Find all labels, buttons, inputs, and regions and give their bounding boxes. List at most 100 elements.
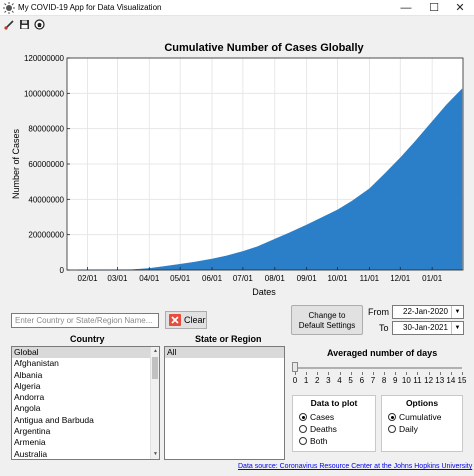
window-title: My COVID-19 App for Data Visualization bbox=[18, 3, 162, 12]
slider-tick-label: 15 bbox=[457, 376, 467, 385]
state-listbox[interactable]: All bbox=[164, 346, 285, 460]
x-tick-label: 12/01 bbox=[390, 274, 411, 283]
slider-tick-label: 13 bbox=[435, 376, 445, 385]
slider-tick-label: 7 bbox=[370, 376, 376, 385]
clear-button[interactable]: Clear bbox=[165, 311, 207, 329]
list-item[interactable]: Algeria bbox=[14, 380, 41, 391]
y-tick-label: 80000000 bbox=[28, 125, 64, 134]
slider-tick bbox=[306, 372, 308, 375]
slider-tick-label: 1 bbox=[303, 376, 309, 385]
country-scrollbar[interactable]: ▲ ▼ bbox=[150, 347, 159, 459]
slider-tick bbox=[406, 372, 408, 375]
options-group: Options Cumulative Daily bbox=[381, 395, 463, 452]
slider-tick-label: 9 bbox=[392, 376, 398, 385]
list-item[interactable]: Australia bbox=[14, 448, 48, 459]
slider-tick bbox=[361, 372, 363, 375]
country-listbox[interactable]: Global Afghanistan Albania Algeria Andorra An… bbox=[11, 346, 160, 460]
radio-option[interactable]: Cumulative bbox=[388, 412, 442, 422]
radio-option[interactable]: Deaths bbox=[299, 424, 337, 434]
slider-tick bbox=[384, 372, 386, 375]
radio-button[interactable] bbox=[388, 425, 396, 433]
slider-tick-label: 10 bbox=[401, 376, 411, 385]
scroll-thumb[interactable] bbox=[152, 357, 158, 379]
y-tick-label: 0 bbox=[60, 266, 65, 275]
state-title: State or Region bbox=[195, 334, 262, 344]
country-title: Country bbox=[70, 334, 105, 344]
list-item[interactable]: Argentina bbox=[14, 426, 51, 437]
radio-option[interactable]: Daily bbox=[388, 424, 418, 434]
radio-label: Both bbox=[310, 436, 328, 446]
list-item[interactable]: Global bbox=[12, 347, 159, 359]
radio-button[interactable] bbox=[299, 437, 307, 445]
chevron-down-icon[interactable]: ▼ bbox=[451, 306, 463, 318]
radio-label: Cases bbox=[310, 412, 335, 422]
x-tick-label: 02/01 bbox=[78, 274, 99, 283]
from-date-value: 22-Jan-2020 bbox=[403, 307, 448, 316]
slider-tick-label: 8 bbox=[381, 376, 387, 385]
radio-label: Deaths bbox=[310, 424, 337, 434]
slider-tick bbox=[417, 372, 419, 375]
chevron-down-icon[interactable]: ▼ bbox=[451, 322, 463, 334]
averaged-days-title: Averaged number of days bbox=[327, 348, 438, 358]
brush-icon[interactable] bbox=[4, 19, 15, 30]
slider-tick bbox=[428, 372, 430, 375]
list-item[interactable]: Andorra bbox=[14, 392, 45, 403]
from-date-picker[interactable]: 22-Jan-2020 ▼ bbox=[392, 305, 464, 319]
list-item[interactable]: Armenia bbox=[14, 437, 46, 448]
x-tick-label: 01/01 bbox=[422, 274, 443, 283]
maximize-button[interactable]: ☐ bbox=[429, 2, 439, 14]
app-logo-icon bbox=[3, 2, 15, 14]
y-tick-label: 60000000 bbox=[28, 160, 64, 169]
scroll-down-icon[interactable]: ▼ bbox=[153, 451, 158, 457]
data-to-plot-group: Data to plot Cases Deaths Both bbox=[292, 395, 376, 452]
title-bar: My COVID-19 App for Data Visualization —… bbox=[0, 0, 474, 16]
slider-tick bbox=[350, 372, 352, 375]
list-item[interactable]: All bbox=[165, 347, 284, 359]
minimize-button[interactable]: — bbox=[400, 2, 412, 14]
x-tick-label: 10/01 bbox=[327, 274, 348, 283]
clear-button-label: Clear bbox=[184, 315, 206, 325]
from-label: From bbox=[368, 307, 389, 317]
slider-tick bbox=[462, 372, 463, 375]
list-item[interactable]: Antigua and Barbuda bbox=[14, 414, 94, 425]
x-tick-label: 06/01 bbox=[202, 274, 223, 283]
slider-tick bbox=[439, 372, 441, 375]
y-tick-label: 100000000 bbox=[24, 89, 65, 98]
cases-chart: Cumulative Number of Cases Globally 0 200… bbox=[11, 42, 464, 297]
radio-button[interactable] bbox=[299, 413, 307, 421]
to-date-picker[interactable]: 30-Jan-2021 ▼ bbox=[392, 321, 464, 335]
x-tick-label: 05/01 bbox=[170, 274, 191, 283]
default-settings-button[interactable]: Change to Default Settings bbox=[291, 305, 363, 335]
x-axis-ticks: 02/01 03/01 04/01 05/01 06/01 07/01 08/01 09/01… bbox=[78, 267, 443, 283]
x-tick-label: 07/01 bbox=[233, 274, 254, 283]
scroll-up-icon[interactable]: ▲ bbox=[153, 348, 158, 354]
github-icon[interactable] bbox=[34, 19, 45, 30]
cases-area bbox=[77, 88, 463, 271]
averaged-days-slider-thumb[interactable] bbox=[292, 362, 298, 372]
radio-option[interactable]: Both bbox=[299, 436, 328, 446]
slider-tick-label: 5 bbox=[348, 376, 353, 385]
close-button[interactable]: ✕ bbox=[455, 2, 465, 14]
save-icon[interactable] bbox=[19, 19, 30, 30]
search-input[interactable] bbox=[11, 313, 159, 328]
list-item[interactable]: Afghanistan bbox=[14, 358, 59, 369]
x-tick-label: 11/01 bbox=[360, 274, 380, 283]
x-tick-label: 09/01 bbox=[297, 274, 318, 283]
radio-option[interactable]: Cases bbox=[299, 412, 334, 422]
list-item[interactable]: Angola bbox=[14, 403, 41, 414]
averaged-days-track[interactable] bbox=[295, 367, 462, 369]
slider-tick bbox=[317, 372, 319, 375]
chart-title: Cumulative Number of Cases Globally bbox=[164, 42, 364, 54]
slider-tick-label: 3 bbox=[326, 376, 331, 385]
radio-button[interactable] bbox=[299, 425, 307, 433]
radio-button[interactable] bbox=[388, 413, 396, 421]
slider-tick bbox=[372, 372, 374, 375]
slider-tick-label: 4 bbox=[337, 376, 342, 385]
list-item[interactable]: Albania bbox=[14, 369, 43, 380]
x-tick-label: 08/01 bbox=[265, 274, 286, 283]
y-axis-ticks: 0 20000000 40000000 60000000 80000000 1000000… bbox=[24, 54, 70, 275]
default-settings-line2: Default Settings bbox=[298, 321, 356, 330]
slider-tick bbox=[328, 372, 330, 375]
data-series bbox=[77, 88, 463, 271]
data-source-link[interactable]: Data source: Coronavirus Resource Center… bbox=[238, 463, 473, 470]
